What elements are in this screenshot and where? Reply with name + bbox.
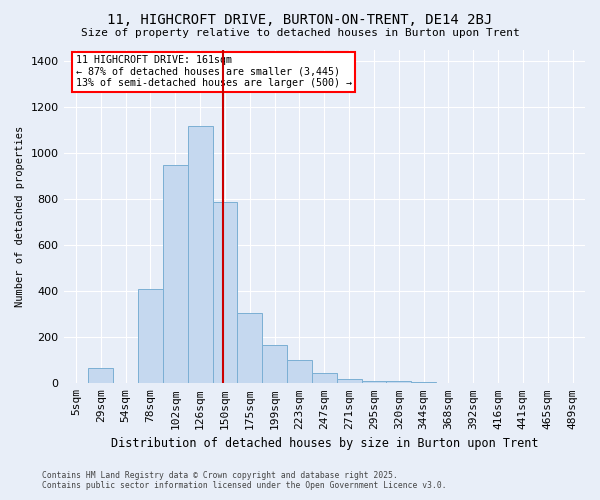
Text: 11, HIGHCROFT DRIVE, BURTON-ON-TRENT, DE14 2BJ: 11, HIGHCROFT DRIVE, BURTON-ON-TRENT, DE… [107, 12, 493, 26]
Bar [188, 126, 212, 384]
Y-axis label: Number of detached properties: Number of detached properties [15, 126, 25, 308]
Bar [312, 373, 337, 384]
X-axis label: Distribution of detached houses by size in Burton upon Trent: Distribution of detached houses by size … [110, 437, 538, 450]
Bar [386, 382, 411, 384]
Bar [88, 368, 113, 384]
Bar [436, 382, 461, 384]
Bar [411, 382, 436, 384]
Bar [262, 346, 287, 384]
Text: Size of property relative to detached houses in Burton upon Trent: Size of property relative to detached ho… [80, 28, 520, 38]
Bar [163, 165, 188, 384]
Bar [337, 378, 362, 384]
Text: Contains HM Land Registry data © Crown copyright and database right 2025.
Contai: Contains HM Land Registry data © Crown c… [42, 470, 446, 490]
Bar [138, 289, 163, 384]
Text: 11 HIGHCROFT DRIVE: 161sqm
← 87% of detached houses are smaller (3,445)
13% of s: 11 HIGHCROFT DRIVE: 161sqm ← 87% of deta… [76, 55, 352, 88]
Bar [212, 202, 238, 384]
Bar [287, 360, 312, 384]
Bar [362, 380, 386, 384]
Bar [238, 313, 262, 384]
